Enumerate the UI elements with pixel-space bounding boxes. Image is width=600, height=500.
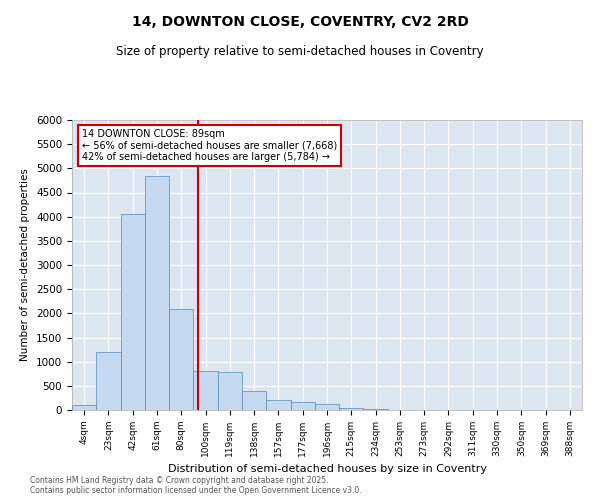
Text: Contains HM Land Registry data © Crown copyright and database right 2025.
Contai: Contains HM Land Registry data © Crown c…: [30, 476, 362, 495]
Text: Size of property relative to semi-detached houses in Coventry: Size of property relative to semi-detach…: [116, 45, 484, 58]
Text: 14 DOWNTON CLOSE: 89sqm
← 56% of semi-detached houses are smaller (7,668)
42% of: 14 DOWNTON CLOSE: 89sqm ← 56% of semi-de…: [82, 128, 337, 162]
Bar: [145, 176, 169, 410]
Bar: [121, 214, 145, 410]
Bar: [242, 390, 266, 410]
Bar: [169, 308, 193, 410]
Bar: [266, 400, 290, 410]
Y-axis label: Number of semi-detached properties: Number of semi-detached properties: [20, 168, 31, 362]
Bar: [193, 372, 218, 410]
Bar: [339, 408, 364, 410]
Bar: [96, 352, 121, 410]
Bar: [315, 404, 339, 410]
Text: 14, DOWNTON CLOSE, COVENTRY, CV2 2RD: 14, DOWNTON CLOSE, COVENTRY, CV2 2RD: [131, 15, 469, 29]
X-axis label: Distribution of semi-detached houses by size in Coventry: Distribution of semi-detached houses by …: [167, 464, 487, 474]
Bar: [218, 372, 242, 410]
Bar: [72, 405, 96, 410]
Bar: [290, 402, 315, 410]
